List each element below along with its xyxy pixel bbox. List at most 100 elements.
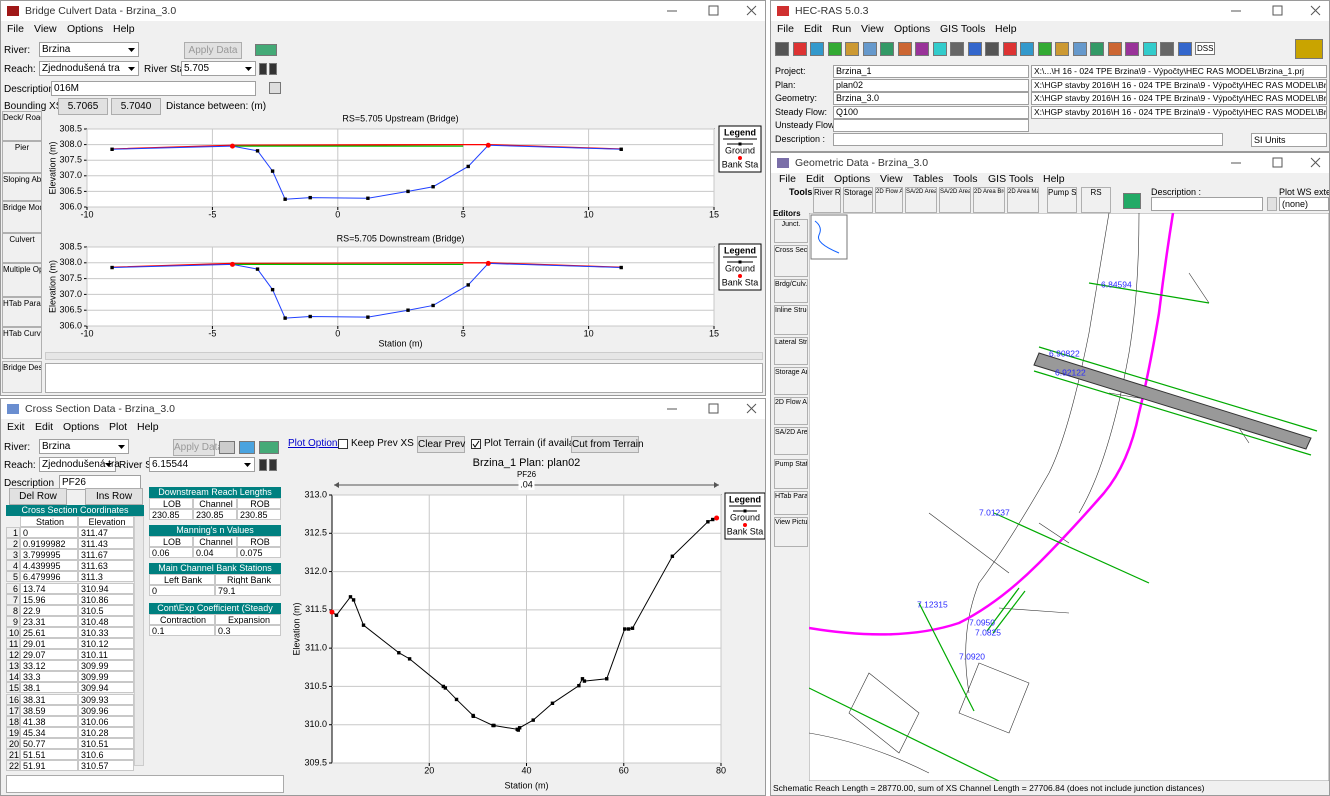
menu-item[interactable]: GIS Tools (988, 173, 1034, 185)
checkbox[interactable] (338, 439, 348, 449)
table-cell[interactable]: 0.9199982 (20, 538, 78, 550)
dropdown[interactable]: (none) (1279, 197, 1329, 211)
panel-value[interactable]: 0.3 (215, 625, 281, 636)
link[interactable]: Plot Options (288, 438, 343, 449)
text-field[interactable] (1151, 197, 1263, 211)
table-cell[interactable]: 309.94 (78, 682, 134, 694)
editor-button[interactable]: Inline Structure (774, 305, 808, 335)
editor-button[interactable]: View Picture (774, 517, 808, 547)
tool-button[interactable]: Multiple Opening Analysis (2, 263, 42, 297)
menu-item[interactable]: File (777, 23, 794, 35)
table-cell[interactable]: 3.799995 (20, 549, 78, 561)
menu-item[interactable]: Options (63, 421, 100, 433)
table-cell[interactable]: 51.91 (20, 760, 78, 772)
button[interactable]: Ins Row (85, 488, 143, 505)
panel-value[interactable]: 0.06 (149, 547, 193, 558)
menu-item[interactable]: Help (113, 23, 135, 35)
table-cell[interactable]: 4.439995 (20, 560, 78, 572)
button[interactable]: 5.7065 (58, 98, 108, 115)
editor-button[interactable]: Storage Area (774, 367, 808, 395)
dropdown[interactable]: Brzina (39, 42, 139, 57)
menu-item[interactable]: View (880, 173, 903, 185)
table-cell[interactable]: 310.28 (78, 726, 134, 738)
menu-item[interactable]: Edit (806, 173, 825, 185)
editor-button[interactable]: 2D Flow Area (774, 397, 808, 425)
table-cell[interactable]: 45.34 (20, 726, 78, 738)
tool-button[interactable]: 2D Area Break Lines (973, 187, 1005, 213)
checkbox[interactable] (471, 439, 481, 449)
window-controls[interactable] (1221, 3, 1327, 19)
table-cell[interactable]: 310.06 (78, 715, 134, 727)
dropdown[interactable]: 5.705 (181, 61, 256, 76)
panel-value[interactable]: 0.1 (149, 625, 215, 636)
menu-item[interactable]: Help (1043, 173, 1065, 185)
menu-item[interactable]: Edit (804, 23, 823, 35)
table-cell[interactable]: 310.48 (78, 615, 134, 627)
dropdown[interactable]: Brzina (39, 439, 129, 454)
table-cell[interactable]: 29.07 (20, 649, 78, 661)
table-cell[interactable]: 311.47 (78, 527, 134, 538)
table-cell[interactable]: 309.99 (78, 671, 134, 683)
dropdown[interactable]: 6.15544 (149, 457, 255, 472)
panel-value[interactable]: 0.075 (237, 547, 281, 558)
table-cell[interactable]: 29.01 (20, 638, 78, 649)
table-cell[interactable]: 38.31 (20, 693, 78, 705)
menu-item[interactable]: GIS Tools (940, 23, 986, 35)
dropdown[interactable]: Zjednodušená tra (39, 61, 139, 76)
menu-item[interactable]: Options (67, 23, 104, 35)
tool-button[interactable]: Bridge Design (2, 361, 42, 393)
table-cell[interactable]: 311.67 (78, 549, 134, 561)
menu-item[interactable]: Edit (35, 421, 54, 433)
editor-button[interactable]: Cross Section (774, 245, 808, 277)
units-box[interactable]: SI Units (1251, 133, 1327, 147)
window-controls[interactable] (657, 3, 763, 19)
table-cell[interactable]: 310.94 (78, 582, 134, 594)
text-area[interactable] (45, 363, 763, 393)
menu-item[interactable]: File (779, 173, 796, 185)
table-cell[interactable]: 309.99 (78, 660, 134, 672)
table-cell[interactable]: 309.93 (78, 693, 134, 705)
button[interactable]: Apply Data (173, 439, 223, 456)
tool-button[interactable]: HTab Param. (2, 297, 42, 327)
tool-button[interactable]: RS (1081, 187, 1111, 213)
schematic-map[interactable]: 6.84594 6.90822 6.92122 7.01237 7.12315 7.095… (809, 213, 1329, 781)
menu-item[interactable]: Tools (953, 173, 978, 185)
dropdown[interactable]: Zjednodušená tra (39, 457, 120, 472)
menu-item[interactable]: Plot (109, 421, 128, 433)
tool-button[interactable]: Deck/ Roadway (2, 111, 42, 141)
button[interactable]: Apply Data (184, 42, 242, 59)
menu-item[interactable]: Run (832, 23, 852, 35)
table-cell[interactable]: 41.38 (20, 715, 78, 727)
editor-button[interactable]: HTab Param. (774, 491, 808, 515)
table-cell[interactable]: 310.33 (78, 626, 134, 638)
editor-button[interactable]: Junct. (774, 219, 808, 243)
table-cell[interactable]: 50.77 (20, 737, 78, 749)
table-cell[interactable]: 23.31 (20, 615, 78, 627)
editor-button[interactable]: Pump Station (774, 459, 808, 489)
menu-item[interactable]: View (861, 23, 884, 35)
table-cell[interactable]: 38.1 (20, 682, 78, 694)
button[interactable]: 5.7040 (111, 98, 161, 115)
tool-button[interactable]: Pier (2, 141, 42, 173)
table-cell[interactable]: 15.96 (20, 593, 78, 605)
window-controls[interactable] (657, 401, 763, 417)
table-cell[interactable]: 310.86 (78, 593, 134, 605)
toolbar-button[interactable]: DSS (1195, 42, 1216, 55)
table-cell[interactable]: 310.12 (78, 638, 134, 649)
table-cell[interactable]: 51.51 (20, 749, 78, 760)
panel-value[interactable]: 79.1 (215, 585, 281, 596)
table-cell[interactable]: 310.51 (78, 737, 134, 749)
table-cell[interactable]: 310.6 (78, 749, 134, 760)
tool-button[interactable]: Storage Area (843, 187, 873, 213)
table-cell[interactable]: 38.59 (20, 704, 78, 716)
button[interactable]: Del Row (9, 488, 67, 505)
window-controls[interactable] (1221, 155, 1327, 171)
menu-item[interactable]: Options (834, 173, 871, 185)
menu-item[interactable]: View (34, 23, 57, 35)
panel-value[interactable]: 230.85 (149, 509, 193, 520)
panel-value[interactable]: 0.04 (193, 547, 237, 558)
table-cell[interactable]: 33.3 (20, 671, 78, 683)
table-cell[interactable]: 311.3 (78, 571, 134, 583)
table-cell[interactable]: 310.11 (78, 649, 134, 661)
table-cell[interactable]: 0 (20, 527, 78, 538)
